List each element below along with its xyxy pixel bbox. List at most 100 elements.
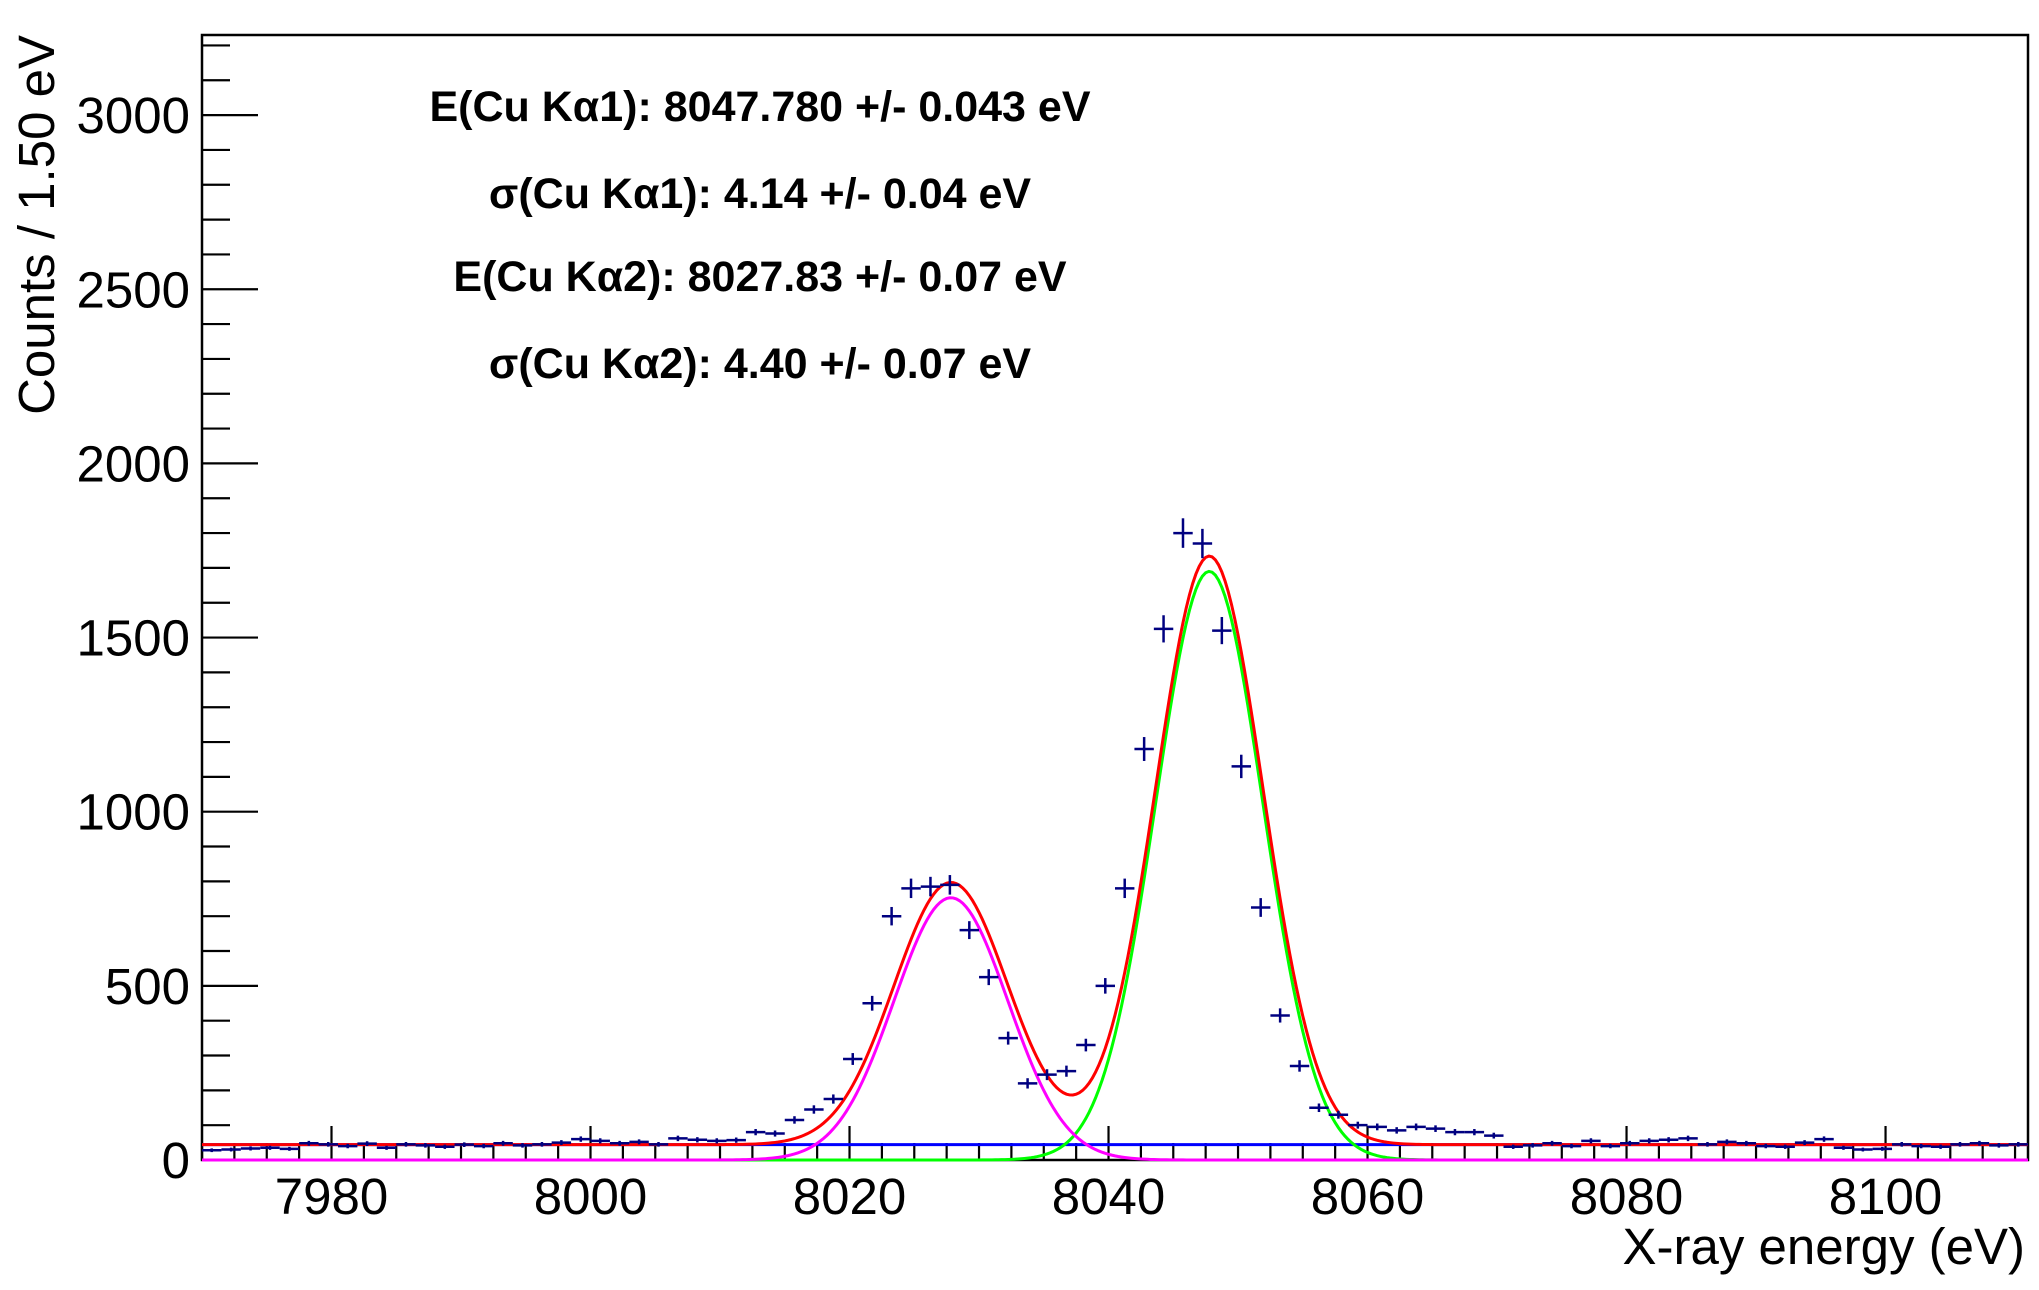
data-point [1445, 1129, 1465, 1136]
data-point [202, 1148, 222, 1153]
data-point [1930, 1144, 1951, 1149]
data-point [240, 1146, 261, 1151]
data-point [1037, 1069, 1057, 1081]
data-point [765, 1130, 785, 1137]
data-point [376, 1145, 397, 1150]
data-point [1756, 1143, 1776, 1149]
data-point [1522, 1143, 1543, 1148]
x-tick-label: 8080 [1570, 1168, 1683, 1225]
data-point [590, 1138, 610, 1144]
y-tick-label: 2000 [77, 435, 190, 492]
data-point [1212, 617, 1232, 645]
data-point [920, 876, 941, 897]
data-point [1309, 1103, 1329, 1113]
data-point [1581, 1138, 1601, 1144]
data-point [668, 1135, 688, 1142]
fit-curves [202, 554, 2028, 1162]
x-tick-label: 8060 [1311, 1168, 1424, 1225]
data-point [357, 1141, 377, 1147]
data-point [473, 1143, 494, 1149]
data-point [1270, 1008, 1290, 1023]
data-point [1950, 1141, 1970, 1147]
data-point [435, 1144, 455, 1149]
data-point [707, 1138, 727, 1144]
data-point [1231, 754, 1251, 779]
gaussian-fit-curve [202, 569, 2028, 1162]
data-point [823, 1094, 844, 1104]
data-point [687, 1137, 708, 1143]
x-tick-label: 8100 [1829, 1168, 1942, 1225]
data-point [1173, 518, 1193, 548]
x-tick-label: 8000 [534, 1168, 647, 1225]
data-point [1464, 1129, 1485, 1136]
data-point [1289, 1060, 1310, 1072]
data-point [551, 1140, 572, 1146]
y-tick-label: 1500 [77, 610, 190, 667]
data-point [532, 1141, 552, 1147]
data-point [2008, 1141, 2028, 1147]
x-axis: 7980 8000 8020 8040 8060 8080 8100 [200, 1126, 2017, 1225]
data-point [493, 1140, 513, 1146]
data-point [299, 1140, 319, 1146]
data-point [1348, 1121, 1368, 1129]
data-point [648, 1141, 669, 1147]
y-tick-label: 500 [105, 958, 190, 1015]
data-point [571, 1136, 591, 1142]
plot-frame [200, 33, 2030, 1162]
data-point [1775, 1144, 1795, 1149]
data-point [1095, 978, 1115, 994]
data-point [1717, 1139, 1737, 1145]
data-point [745, 1129, 766, 1136]
data-point [1833, 1145, 1854, 1150]
data-point [609, 1140, 630, 1146]
data-points [202, 518, 2028, 1153]
data-point [1134, 737, 1154, 761]
data-point [221, 1147, 241, 1152]
x-tick-label: 7980 [275, 1168, 388, 1225]
data-point [979, 969, 999, 986]
data-point [260, 1145, 280, 1150]
data-point [1425, 1125, 1446, 1132]
data-point [415, 1143, 436, 1148]
data-point [1056, 1065, 1077, 1077]
y-tick-label: 1000 [77, 784, 190, 841]
data-point [1115, 878, 1135, 899]
data-point [1503, 1144, 1523, 1149]
data-point [396, 1141, 416, 1147]
data-point [1658, 1137, 1679, 1143]
data-point [279, 1146, 300, 1151]
data-point [726, 1137, 746, 1143]
annotation-e-ka1: E(Cu Kα1): 8047.780 +/- 0.043 eV [429, 83, 1090, 131]
data-point [1386, 1127, 1407, 1134]
data-point [1367, 1123, 1387, 1131]
data-point [804, 1105, 824, 1114]
data-point [881, 906, 902, 926]
data-point [998, 1031, 1018, 1045]
data-point [1561, 1143, 1582, 1149]
data-point [629, 1139, 649, 1145]
data-point [1911, 1143, 1931, 1149]
x-tick-label: 8040 [1052, 1168, 1165, 1225]
x-tick-label: 8020 [793, 1168, 906, 1225]
data-point [843, 1053, 863, 1065]
data-point [1484, 1132, 1504, 1139]
data-point [1406, 1123, 1426, 1131]
data-point [1639, 1138, 1659, 1144]
data-point [1892, 1141, 1912, 1147]
data-point [318, 1141, 338, 1147]
data-point [1872, 1146, 1893, 1151]
data-point [1250, 898, 1271, 917]
data-point [1192, 528, 1213, 559]
data-point [512, 1143, 533, 1148]
annotation-sigma-ka2: σ(Cu Kα2): 4.40 +/- 0.07 eV [489, 340, 1032, 388]
fit-annotations: E(Cu Kα1): 8047.780 +/- 0.043 eV σ(Cu Kα… [429, 83, 1090, 388]
y-tick-label: 2500 [77, 261, 190, 318]
data-point [1814, 1136, 1834, 1142]
data-point [454, 1142, 474, 1147]
data-point [1328, 1110, 1349, 1119]
data-point [1736, 1140, 1757, 1146]
data-point [1969, 1140, 1990, 1146]
data-point [337, 1143, 358, 1149]
data-point [1542, 1140, 1562, 1146]
data-point [1794, 1140, 1815, 1146]
